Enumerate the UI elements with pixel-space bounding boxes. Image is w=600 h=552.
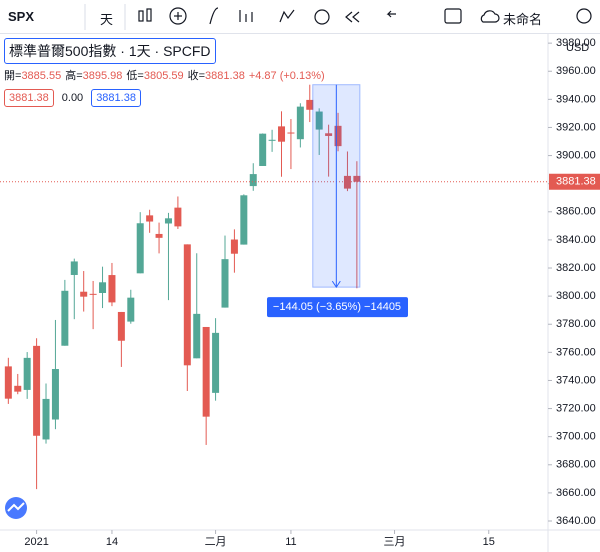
price-tag [549,173,600,190]
candle-body [23,357,31,390]
fields: 3881.38 0.00 3881.38 [4,89,325,107]
candle-body [127,297,135,322]
axes: 3640.00 3660.00 3680.00 3700.00 3720.00 3740.… [24,37,600,548]
x-tick-label: 三月 [384,536,406,548]
chart: 3640.00 3660.00 3680.00 3700.00 3720.00 3740.… [0,34,600,552]
currency: USD [566,42,589,54]
y-tick-label: 3800.00 [556,290,596,302]
candle-body [315,111,323,130]
toolbar: SPX 天 未命名 [0,0,600,34]
ohlc-value: 3805.59 [143,70,184,82]
logo-mark [7,502,25,512]
measure-label-box [267,297,408,318]
field: 3881.38 [4,89,54,107]
candle-body [240,195,248,245]
candle-body [259,133,267,166]
candle-body [278,126,286,142]
candle-body [136,223,144,274]
y-tick-label: 3920.00 [556,121,596,133]
y-tick-label: 3900.00 [556,149,596,161]
plot-area [0,84,548,490]
candle-body [183,244,191,366]
candle-body [353,175,361,182]
candle-body [306,99,314,110]
candle-body [202,326,210,417]
ohlc-label: 開= [4,70,22,82]
y-tick-label: 3700.00 [556,431,596,443]
candle-body [212,332,220,393]
candle-body [296,106,304,140]
y-tick-label: 3740.00 [556,374,596,386]
field: 0.00 [61,92,84,104]
candle-body [61,290,69,346]
y-tick-label: 3720.00 [556,402,596,414]
candle-body [146,215,154,222]
y-tick-label: 3860.00 [556,206,596,218]
legend: 標準普爾500指數 · 1天 · SPCFD 開=3885.55 高=3895.9… [4,38,325,107]
symbol[interactable]: SPX [8,9,35,24]
y-tick-label: 3780.00 [556,318,596,330]
change: +4.87 (+0.13%) [248,70,325,82]
legend-title: 標準普爾500指數 [9,43,117,59]
ohlc-row: 開=3885.55 高=3895.98 低=3805.59 收=3881.38 +4.8… [4,67,325,83]
y-tick-label: 3940.00 [556,93,596,105]
x-tick-label: 15 [483,536,495,548]
x-tick-label: 2021 [24,536,48,548]
candle-body [14,385,22,392]
measure-label: −144.05 (−3.65%) −14405 [273,301,401,313]
candle-body [51,369,59,420]
y-tick-label: 3980.00 [556,37,596,49]
legend-interval: 1天 [128,43,151,59]
candle-body [343,175,351,189]
y-tick-label: 3960.00 [556,65,596,77]
candle-body [99,282,107,293]
y-tick-label: 3660.00 [556,487,596,499]
ohlc-label: 低= [126,70,144,82]
candle-body [230,239,238,254]
ohlc-value: 3881.38 [205,70,245,82]
y-tick-label: 3680.00 [556,459,596,471]
candle-body [325,133,333,136]
interval[interactable]: 天 [100,12,114,27]
candle-body [174,207,182,227]
field: 3881.38 [91,89,141,107]
y-tick-label: 3760.00 [556,346,596,358]
candle-body [193,313,201,359]
y-tick-label: 3840.00 [556,234,596,246]
toolbar-icons [84,4,592,30]
candle-body [334,125,342,147]
ohlc-label: 收= [187,70,206,82]
ohlc-label: 高= [65,70,83,82]
ohlc-value: 3895.98 [82,70,123,82]
candle-body [108,275,116,303]
candle-body [42,398,50,440]
x-tick-label: 11 [285,536,296,548]
x-tick-label: 二月 [205,536,227,548]
candle-body [4,366,12,399]
y-tick-label: 3640.00 [556,515,596,527]
candle-body [80,291,88,297]
x-tick-label: 14 [106,536,118,548]
candle-body [155,233,163,238]
candle-body [89,293,97,295]
legend-header[interactable]: 標準普爾500指數 · 1天 · SPCFD [4,38,216,64]
measure-arrowhead [331,280,341,289]
candle-body [268,139,276,141]
ohlc-value: 3885.55 [21,70,62,82]
layout-name[interactable]: 未命名 [503,12,543,27]
candle-body [33,345,41,436]
y-tick-label: 3820.00 [556,262,596,274]
candle-body [249,174,257,187]
candle-body [221,259,229,308]
candle-body [287,132,295,134]
legend-exchange: SPCFD [163,43,211,59]
price-tag-label: 3881.38 [556,176,596,188]
candle-body [70,261,78,275]
candle-body [164,218,172,224]
candle-body [117,311,125,341]
